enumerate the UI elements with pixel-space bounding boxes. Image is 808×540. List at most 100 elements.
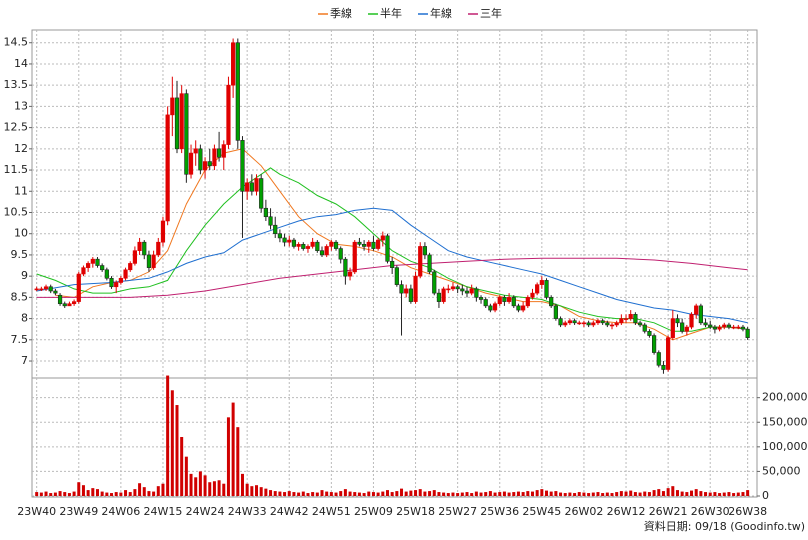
candle-body: [656, 352, 661, 366]
volume-bar: [568, 492, 572, 496]
x-tick-label: 26W21: [649, 505, 688, 518]
x-tick-label: 26W02: [564, 505, 603, 518]
y2-tick-label: 150,000: [762, 415, 808, 428]
volume-bar: [582, 492, 586, 496]
y-tick-label: 14: [14, 57, 28, 70]
volume-bar: [311, 492, 315, 496]
volume-bar: [156, 486, 160, 496]
volume-bar: [203, 475, 207, 496]
volume-bar: [652, 490, 656, 496]
volume-bar: [371, 492, 375, 496]
y2-tick-label: 50,000: [762, 464, 801, 477]
volume-bar: [329, 492, 333, 496]
volume-bar: [573, 493, 577, 496]
candle-body: [506, 297, 512, 302]
legend-label: 季線: [330, 6, 352, 20]
volume-bar: [722, 492, 726, 496]
candle-body: [137, 241, 142, 251]
candle-body: [642, 324, 647, 332]
volume-bar: [63, 492, 67, 496]
volume-bar: [240, 473, 244, 496]
volume-bar: [502, 491, 506, 496]
candle-body: [81, 267, 86, 275]
candle-body: [249, 182, 254, 192]
candle-body: [483, 299, 488, 307]
volume-bar: [306, 493, 310, 496]
volume-bar: [414, 490, 418, 496]
volume-bar: [638, 492, 642, 496]
y-tick-label: 11.5: [4, 163, 29, 176]
candle-body: [160, 220, 166, 243]
volume-bar: [591, 492, 595, 496]
candle-body: [394, 267, 399, 285]
volume-bar: [208, 482, 212, 496]
volume-bar: [554, 491, 558, 496]
legend-label: 三年: [480, 6, 502, 20]
volume-bar: [264, 488, 268, 496]
candle-body: [128, 263, 133, 271]
candle-body: [352, 241, 357, 273]
candle-body: [338, 248, 343, 260]
candle-body: [647, 331, 652, 336]
volume-bar: [357, 492, 361, 496]
candle-body: [684, 326, 689, 332]
candle-body: [263, 207, 268, 218]
candle-body: [651, 335, 657, 353]
candle-body: [76, 273, 81, 302]
candle-body: [525, 297, 530, 307]
candle-body: [366, 241, 371, 247]
candle-body: [708, 324, 713, 328]
volume-bar: [559, 492, 563, 496]
y-tick-label: 12.5: [4, 121, 29, 134]
volume-bar: [259, 487, 263, 496]
candle-body: [680, 322, 685, 332]
candle-body: [67, 303, 72, 307]
candle-body: [259, 178, 264, 209]
candle-body: [245, 182, 250, 192]
y-tick-label: 10: [14, 227, 28, 240]
y-tick-label: 7.5: [11, 333, 29, 346]
volume-bar: [521, 492, 525, 496]
candle-body: [577, 322, 582, 325]
volume-bar: [601, 493, 605, 496]
x-tick-label: 24W51: [312, 505, 351, 518]
volume-bar: [675, 490, 679, 496]
x-tick-label: 26W30: [691, 505, 730, 518]
candle-body: [535, 284, 540, 294]
candle-body: [165, 114, 170, 222]
y-tick-label: 8.5: [11, 290, 29, 303]
volume-bar: [610, 493, 614, 496]
volume-bar: [727, 492, 731, 496]
volume-bar: [428, 491, 432, 496]
volume-bar: [385, 490, 389, 496]
volume-bar: [395, 491, 399, 496]
candle-body: [422, 246, 428, 256]
volume-bar: [708, 492, 712, 496]
volume-bar: [507, 492, 511, 496]
volume-bar: [255, 485, 259, 496]
x-tick-label: 24W42: [270, 505, 309, 518]
candle-body: [497, 297, 502, 305]
x-tick-label: 24W06: [101, 505, 140, 518]
volume-bar: [35, 492, 39, 496]
candle-body: [609, 324, 615, 327]
candle-body: [90, 258, 95, 264]
candle-body: [151, 254, 156, 268]
candle-body: [43, 286, 49, 290]
candle-body: [628, 314, 633, 319]
volume-bar: [198, 471, 202, 496]
volume-bar: [39, 492, 43, 496]
volume-bar: [713, 492, 717, 496]
x-tick-label: 26W38: [728, 505, 767, 518]
volume-bar: [180, 437, 184, 496]
volume-bar: [49, 493, 53, 496]
x-tick-label: 25W09: [354, 505, 393, 518]
x-tick-label: 26W12: [607, 505, 646, 518]
candle-body: [675, 318, 680, 324]
volume-bar: [133, 489, 137, 496]
volume-bar: [390, 492, 394, 496]
volume-bar: [292, 492, 296, 496]
candle-body: [212, 148, 217, 167]
candle-body: [301, 244, 306, 249]
